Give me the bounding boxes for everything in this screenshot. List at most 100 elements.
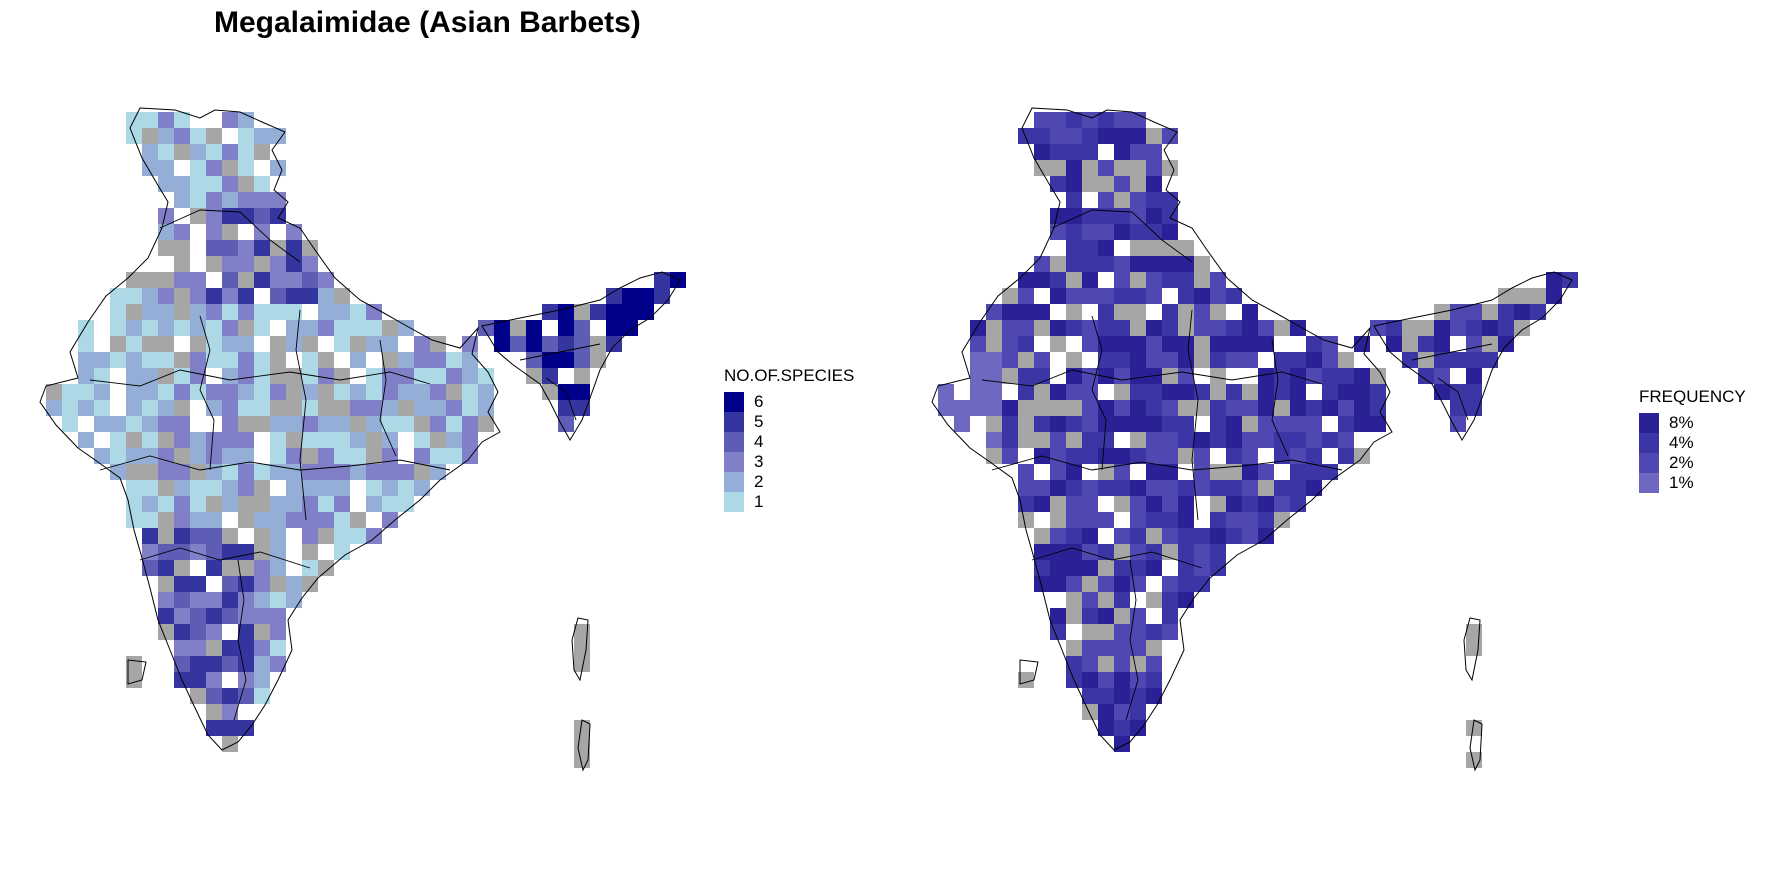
grid-cell [1002,432,1018,448]
country-outline [1019,659,1039,685]
grid-cell [286,464,302,480]
grid-cell [158,240,174,256]
grid-cell [1466,400,1482,416]
legend-swatch [1639,433,1659,453]
grid-cell [286,288,302,304]
grid-cell [1114,576,1130,592]
grid-cells [938,112,1578,768]
grid-cell [1002,352,1018,368]
grid-cell [174,528,190,544]
grid-cell [318,480,334,496]
grid-cell [1226,352,1242,368]
grid-cell [1050,400,1066,416]
grid-cell [1114,224,1130,240]
grid-cell [1082,432,1098,448]
grid-cell [222,704,238,720]
grid-cell [270,544,286,560]
grid-cell [174,576,190,592]
grid-cell [1098,688,1114,704]
grid-cell [1130,656,1146,672]
grid-cell [1178,272,1194,288]
grid-cell [270,496,286,512]
grid-cell [1162,496,1178,512]
grid-cell [1098,304,1114,320]
grid-cell [222,192,238,208]
grid-cell [1082,240,1098,256]
grid-cell [254,480,270,496]
grid-cell [382,496,398,512]
grid-cell [1066,560,1082,576]
grid-cell [142,400,158,416]
grid-cell [286,384,302,400]
grid-cell [478,384,494,400]
grid-cell [1322,384,1338,400]
grid-cell [1226,496,1242,512]
grid-cell [174,592,190,608]
grid-cell [318,432,334,448]
grid-cell [1082,560,1098,576]
grid-cell [1546,288,1562,304]
grid-cell [1130,448,1146,464]
grid-cell [574,368,590,384]
legend-label: 8% [1669,413,1694,432]
grid-cell [1066,224,1082,240]
grid-cell [414,448,430,464]
grid-cell [1258,480,1274,496]
grid-cell [222,448,238,464]
grid-cell [1130,128,1146,144]
grid-cell [142,288,158,304]
grid-cell [1306,336,1322,352]
species-legend-item: 1 [724,492,854,512]
grid-cell [158,400,174,416]
grid-cell [286,512,302,528]
grid-cell [78,368,94,384]
grid-cell [1066,576,1082,592]
grid-cell [238,656,254,672]
grid-cell [238,592,254,608]
state-boundary [379,339,397,457]
grid-cell [1258,400,1274,416]
grid-cell [1162,320,1178,336]
grid-cell [222,464,238,480]
grid-cell [190,160,206,176]
grid-cell [302,288,318,304]
grid-cell [206,240,222,256]
grid-cell [222,640,238,656]
grid-cell [478,368,494,384]
grid-cell [1018,288,1034,304]
grid-cell [1162,448,1178,464]
grid-cell [174,480,190,496]
grid-cell [1290,464,1306,480]
grid-cell [1098,624,1114,640]
grid-cell [190,192,206,208]
grid-cell [110,416,126,432]
grid-cell [1338,416,1354,432]
grid-cell [1082,416,1098,432]
grid-cell [1242,496,1258,512]
grid-cell [1466,304,1482,320]
grid-cell [206,288,222,304]
grid-cell [1018,432,1034,448]
grid-cell [158,160,174,176]
grid-cell [46,400,62,416]
grid-cell [126,128,142,144]
grid-cell [1098,288,1114,304]
grid-cell [1066,112,1082,128]
grid-cell [558,320,574,336]
grid-cell [318,528,334,544]
grid-cell [414,432,430,448]
grid-cell [1290,352,1306,368]
grid-cell [270,352,286,368]
grid-cell [1226,416,1242,432]
grid-cell [1114,704,1130,720]
grid-cell [1130,624,1146,640]
grid-cell [1162,384,1178,400]
grid-cell [254,672,270,688]
grid-cell [1114,320,1130,336]
grid-cell [238,432,254,448]
legend-swatch [1639,413,1659,433]
grid-cell [1098,512,1114,528]
grid-cell [954,416,970,432]
grid-cell [1130,320,1146,336]
grid-cell [1066,240,1082,256]
